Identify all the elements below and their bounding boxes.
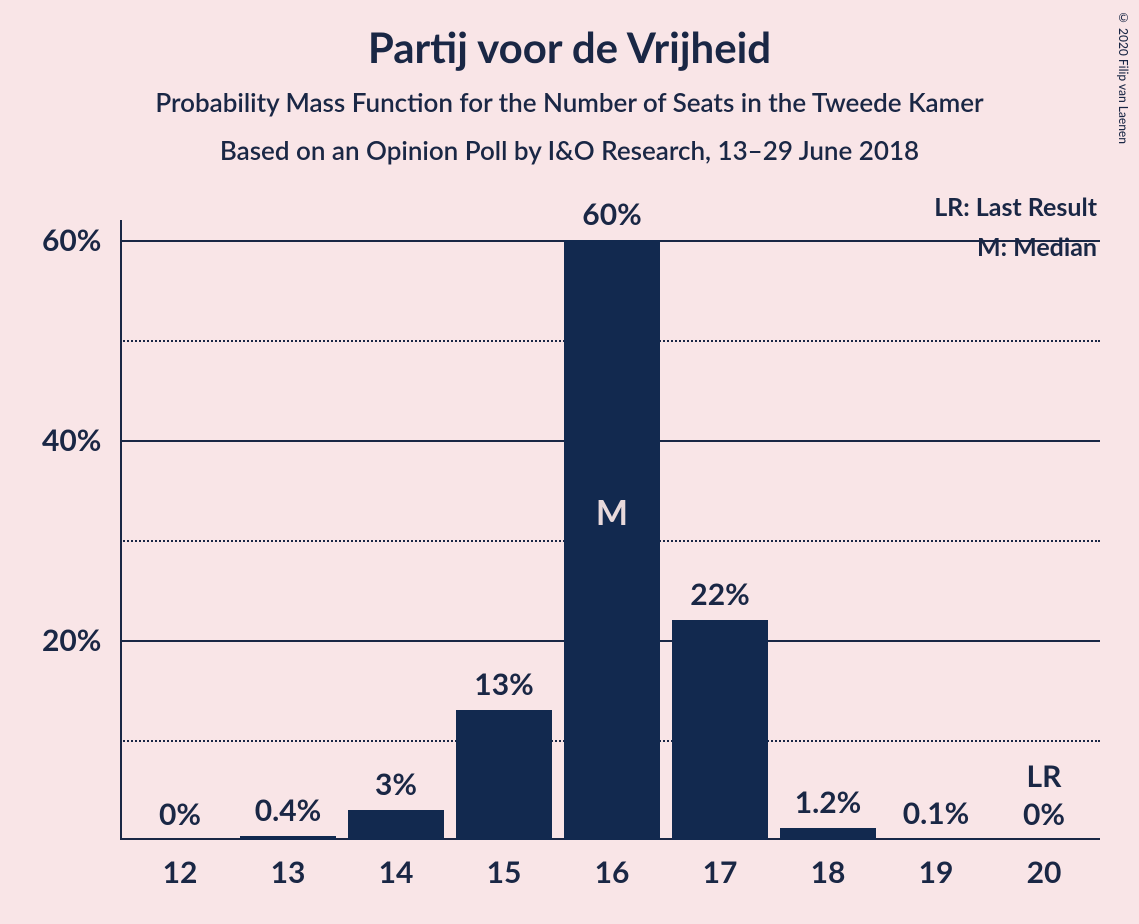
bar-slot: 3%14 xyxy=(342,810,450,840)
y-axis-label: 40% xyxy=(42,422,101,458)
copyright-text: © 2020 Filip van Laenen xyxy=(1116,10,1131,144)
x-axis-label: 16 xyxy=(558,840,666,890)
bar: 13% xyxy=(456,710,552,840)
legend-lr: LR: Last Result xyxy=(934,192,1097,222)
bar-slot: 0.1%19 xyxy=(882,839,990,840)
bar-value-label: 0.1% xyxy=(888,795,984,839)
bar-value-label: 0.4% xyxy=(240,792,336,836)
y-axis-label: 20% xyxy=(42,622,101,658)
x-axis-label: 14 xyxy=(342,840,450,890)
x-axis-label: 18 xyxy=(774,840,882,890)
bar: 1.2% xyxy=(780,828,876,840)
bar: 3% xyxy=(348,810,444,840)
chart-plot-area: 20%40%60% 0%120.4%133%1413%1560%M1622%17… xyxy=(120,220,1100,840)
chart-subtitle-2: Based on an Opinion Poll by I&O Research… xyxy=(0,134,1139,166)
x-axis-label: 17 xyxy=(666,840,774,890)
chart-title: Partij voor de Vrijheid xyxy=(0,0,1139,72)
bar-slot: 22%17 xyxy=(666,620,774,840)
bar-value-label: 1.2% xyxy=(780,784,876,828)
bar-value-label: 3% xyxy=(348,766,444,810)
x-axis-label: 13 xyxy=(234,840,342,890)
bar: 60%M xyxy=(564,240,660,840)
bar-value-label: 0% xyxy=(996,796,1092,840)
x-axis-label: 15 xyxy=(450,840,558,890)
bar-value-label: 13% xyxy=(456,666,552,710)
bar-value-label: 22% xyxy=(672,576,768,620)
bar-value-label: 60% xyxy=(564,196,660,240)
y-axis-label: 60% xyxy=(42,222,101,258)
bar-slot: 13%15 xyxy=(450,710,558,840)
bar: 22% xyxy=(672,620,768,840)
lr-marker: LR xyxy=(990,758,1098,794)
bar-slot: 0.4%13 xyxy=(234,836,342,840)
median-marker: M xyxy=(564,492,660,533)
bar-value-label: 0% xyxy=(132,796,228,840)
x-axis-label: 12 xyxy=(126,840,234,890)
x-axis-label: 20 xyxy=(990,840,1098,890)
y-axis-line xyxy=(120,220,122,840)
bar-slot: 60%M16 xyxy=(558,240,666,840)
chart-subtitle-1: Probability Mass Function for the Number… xyxy=(0,86,1139,118)
x-axis-label: 19 xyxy=(882,840,990,890)
bar-slot: 1.2%18 xyxy=(774,828,882,840)
